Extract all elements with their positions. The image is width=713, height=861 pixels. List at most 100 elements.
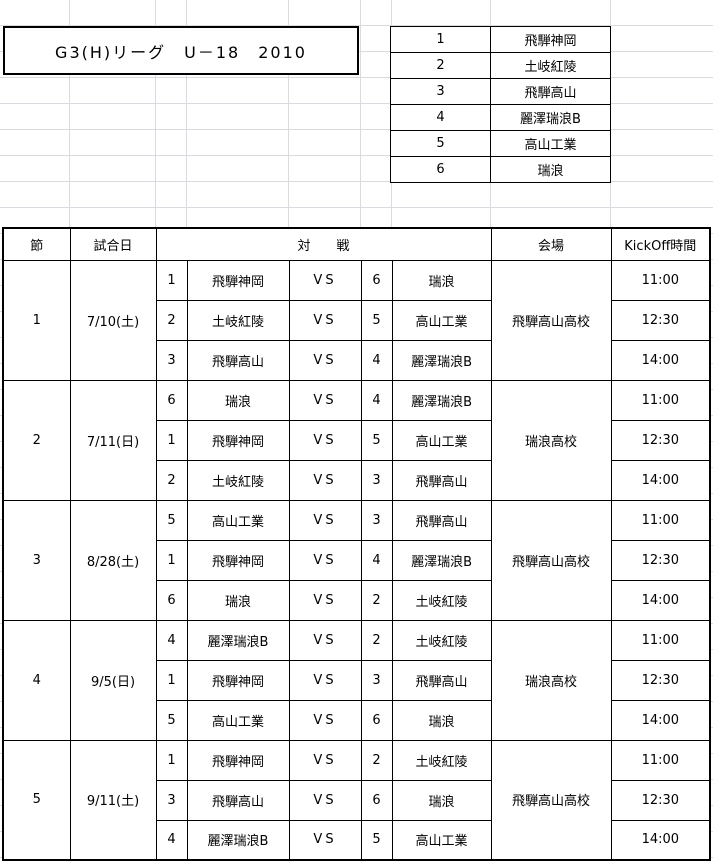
home-team: 麗澤瑞浪B	[186, 619, 290, 661]
vs-label: VS	[288, 459, 362, 501]
home-number: 6	[155, 579, 188, 621]
kickoff-time: 11:00	[610, 379, 711, 421]
team-name: 瑞浪	[490, 156, 611, 183]
match-date: 9/11(土)	[69, 739, 157, 861]
kickoff-time: 14:00	[610, 459, 711, 501]
away-number: 2	[360, 739, 393, 781]
home-number: 1	[155, 419, 188, 461]
team-row: 1 飛騨神岡	[390, 26, 611, 53]
home-number: 1	[155, 539, 188, 581]
vs-label: VS	[288, 539, 362, 581]
home-team: 高山工業	[186, 699, 290, 741]
vs-label: VS	[288, 699, 362, 741]
away-team: 高山工業	[391, 299, 492, 341]
home-team: 土岐紅陵	[186, 299, 290, 341]
away-team: 飛騨高山	[391, 499, 492, 541]
away-number: 3	[360, 499, 393, 541]
home-number: 3	[155, 779, 188, 821]
kickoff-time: 14:00	[610, 339, 711, 381]
kickoff-time: 12:30	[610, 419, 711, 461]
vs-label: VS	[288, 739, 362, 781]
header-date: 試合日	[69, 227, 157, 261]
team-row: 6 瑞浪	[390, 156, 611, 183]
schedule-row: 1 飛騨神岡 VS 4 麗澤瑞浪B 12:30	[3, 539, 711, 581]
schedule-row: 2 7/11(日) 6 瑞浪 VS 4 麗澤瑞浪B 瑞浪高校 11:00	[2, 379, 711, 501]
schedule-row: 4 麗澤瑞浪B VS 5 高山工業 14:00	[3, 819, 711, 861]
vs-label: VS	[288, 379, 362, 421]
home-number: 1	[155, 659, 188, 701]
team-name: 飛騨神岡	[490, 26, 611, 53]
team-name: 高山工業	[490, 130, 611, 157]
header-kickoff: KickOff時間	[610, 227, 711, 261]
away-number: 4	[360, 539, 393, 581]
match-date: 9/5(日)	[69, 619, 157, 741]
home-number: 5	[155, 699, 188, 741]
vs-label: VS	[288, 579, 362, 621]
home-team: 麗澤瑞浪B	[186, 819, 290, 861]
round-number: 1	[2, 259, 71, 381]
venue: 瑞浪高校	[490, 379, 612, 501]
team-name: 飛騨高山	[490, 78, 611, 105]
home-team: 飛騨高山	[186, 339, 290, 381]
kickoff-time: 12:30	[610, 659, 711, 701]
kickoff-time: 11:00	[610, 739, 711, 781]
away-team: 土岐紅陵	[391, 619, 492, 661]
home-team: 飛騨神岡	[186, 259, 290, 301]
away-number: 3	[360, 459, 393, 501]
match-date: 7/11(日)	[69, 379, 157, 501]
away-number: 6	[360, 699, 393, 741]
vs-label: VS	[288, 819, 362, 861]
team-row: 4 麗澤瑞浪B	[390, 104, 611, 131]
home-number: 5	[155, 499, 188, 541]
header-venue: 会場	[490, 227, 612, 261]
home-number: 3	[155, 339, 188, 381]
team-number: 2	[390, 52, 491, 79]
home-number: 2	[155, 299, 188, 341]
kickoff-time: 11:00	[610, 499, 711, 541]
home-number: 2	[155, 459, 188, 501]
team-number: 1	[390, 26, 491, 53]
home-number: 1	[155, 739, 188, 781]
home-number: 4	[155, 819, 188, 861]
away-number: 3	[360, 659, 393, 701]
team-row: 5 高山工業	[390, 130, 611, 157]
away-number: 6	[360, 779, 393, 821]
team-number: 5	[390, 130, 491, 157]
home-team: 高山工業	[186, 499, 290, 541]
home-team: 飛騨神岡	[186, 739, 290, 781]
vs-label: VS	[288, 339, 362, 381]
away-number: 6	[360, 259, 393, 301]
away-number: 5	[360, 299, 393, 341]
home-team: 瑞浪	[186, 379, 290, 421]
league-title-text: G3(H)リーグ U－18 2010	[55, 42, 307, 62]
header-match: 対 戦	[155, 227, 492, 261]
vs-label: VS	[288, 659, 362, 701]
vs-label: VS	[288, 259, 362, 301]
schedule-table: 節 試合日 対 戦 会場 KickOff時間 1 7/10(土) 1 飛騨神岡 …	[2, 227, 712, 861]
match-date: 8/28(土)	[69, 499, 157, 621]
schedule-row: 5 9/11(土) 1 飛騨神岡 VS 2 土岐紅陵 飛騨高山高校 11:00	[2, 739, 711, 861]
vs-label: VS	[288, 299, 362, 341]
home-number: 1	[155, 259, 188, 301]
home-team: 飛騨神岡	[186, 539, 290, 581]
away-team: 飛騨高山	[391, 659, 492, 701]
away-team: 瑞浪	[391, 699, 492, 741]
team-row: 3 飛騨高山	[390, 78, 611, 105]
kickoff-time: 11:00	[610, 259, 711, 301]
home-number: 4	[155, 619, 188, 661]
away-team: 土岐紅陵	[391, 579, 492, 621]
away-team: 高山工業	[391, 419, 492, 461]
away-number: 4	[360, 379, 393, 421]
schedule-row: 5 高山工業 VS 6 瑞浪 14:00	[3, 699, 711, 741]
venue: 瑞浪高校	[490, 619, 612, 741]
kickoff-time: 12:30	[610, 779, 711, 821]
home-team: 土岐紅陵	[186, 459, 290, 501]
away-number: 2	[360, 619, 393, 661]
kickoff-time: 14:00	[610, 819, 711, 861]
kickoff-time: 12:30	[610, 299, 711, 341]
home-number: 6	[155, 379, 188, 421]
vs-label: VS	[288, 499, 362, 541]
team-number: 6	[390, 156, 491, 183]
schedule-row: 4 9/5(日) 4 麗澤瑞浪B VS 2 土岐紅陵 瑞浪高校 11:00	[2, 619, 711, 741]
round-number: 5	[2, 739, 71, 861]
